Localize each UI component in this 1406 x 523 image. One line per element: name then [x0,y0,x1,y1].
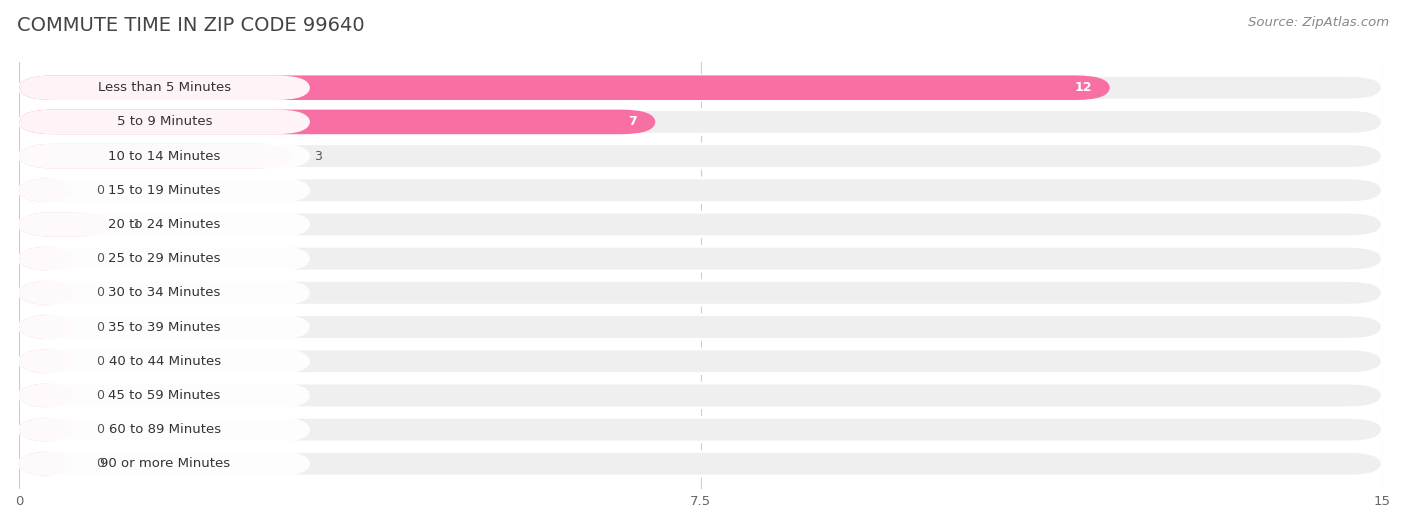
FancyBboxPatch shape [20,144,311,168]
Text: 0: 0 [97,389,104,402]
Text: 0: 0 [97,423,104,436]
FancyBboxPatch shape [20,315,1382,339]
FancyBboxPatch shape [20,110,311,134]
Text: 35 to 39 Minutes: 35 to 39 Minutes [108,321,221,334]
Text: 0: 0 [97,457,104,470]
FancyBboxPatch shape [20,75,311,100]
Text: 15 to 19 Minutes: 15 to 19 Minutes [108,184,221,197]
FancyBboxPatch shape [20,451,1382,476]
Text: 5 to 9 Minutes: 5 to 9 Minutes [117,116,212,129]
FancyBboxPatch shape [20,349,311,373]
FancyBboxPatch shape [20,417,1382,442]
FancyBboxPatch shape [20,212,1382,237]
FancyBboxPatch shape [20,451,73,476]
FancyBboxPatch shape [20,280,73,305]
Text: 90 or more Minutes: 90 or more Minutes [100,457,229,470]
Text: 40 to 44 Minutes: 40 to 44 Minutes [108,355,221,368]
Text: 60 to 89 Minutes: 60 to 89 Minutes [108,423,221,436]
FancyBboxPatch shape [20,212,110,237]
FancyBboxPatch shape [20,451,311,476]
FancyBboxPatch shape [20,349,73,373]
FancyBboxPatch shape [20,110,655,134]
FancyBboxPatch shape [20,417,73,442]
FancyBboxPatch shape [20,110,1382,134]
FancyBboxPatch shape [20,315,311,339]
FancyBboxPatch shape [20,178,1382,202]
FancyBboxPatch shape [20,383,311,408]
Text: 0: 0 [97,252,104,265]
Text: 7: 7 [628,116,637,129]
FancyBboxPatch shape [20,246,311,271]
Text: 12: 12 [1074,81,1091,94]
FancyBboxPatch shape [20,178,311,202]
FancyBboxPatch shape [20,315,73,339]
Text: 1: 1 [132,218,141,231]
FancyBboxPatch shape [20,349,1382,373]
Text: COMMUTE TIME IN ZIP CODE 99640: COMMUTE TIME IN ZIP CODE 99640 [17,16,364,35]
FancyBboxPatch shape [20,144,292,168]
Text: 0: 0 [97,355,104,368]
FancyBboxPatch shape [20,383,73,408]
FancyBboxPatch shape [20,246,1382,271]
FancyBboxPatch shape [20,144,1382,168]
Text: Less than 5 Minutes: Less than 5 Minutes [98,81,231,94]
FancyBboxPatch shape [20,280,1382,305]
FancyBboxPatch shape [20,417,311,442]
Text: 3: 3 [315,150,322,163]
FancyBboxPatch shape [20,280,311,305]
Text: 25 to 29 Minutes: 25 to 29 Minutes [108,252,221,265]
FancyBboxPatch shape [20,75,1382,100]
FancyBboxPatch shape [20,246,73,271]
Text: 0: 0 [97,287,104,299]
Text: 0: 0 [97,321,104,334]
FancyBboxPatch shape [20,212,311,237]
Text: 20 to 24 Minutes: 20 to 24 Minutes [108,218,221,231]
FancyBboxPatch shape [20,178,73,202]
FancyBboxPatch shape [20,383,1382,408]
Text: 30 to 34 Minutes: 30 to 34 Minutes [108,287,221,299]
Text: 10 to 14 Minutes: 10 to 14 Minutes [108,150,221,163]
Text: Source: ZipAtlas.com: Source: ZipAtlas.com [1249,16,1389,29]
Text: 0: 0 [97,184,104,197]
FancyBboxPatch shape [20,75,1109,100]
Text: 45 to 59 Minutes: 45 to 59 Minutes [108,389,221,402]
